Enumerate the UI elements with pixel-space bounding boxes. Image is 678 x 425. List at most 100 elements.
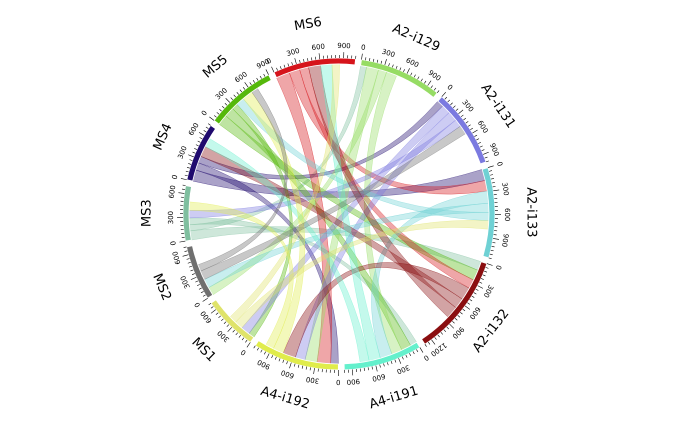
- tick-mark: [450, 102, 453, 106]
- tick-label: 600: [171, 250, 182, 265]
- tick-mark: [185, 170, 189, 173]
- tick-mark: [190, 276, 197, 280]
- tick-mark: [195, 280, 199, 283]
- sector-label-MS1: MS1: [188, 335, 218, 365]
- tick-mark: [490, 174, 494, 176]
- tick-mark: [214, 115, 217, 118]
- sector-label-MS6: MS6: [293, 15, 323, 34]
- tick-label: 300: [500, 182, 510, 196]
- tick-mark: [291, 62, 293, 66]
- sector-track-MS1: [210, 299, 255, 343]
- tick-mark: [449, 323, 455, 329]
- tick-mark: [186, 258, 190, 260]
- tick-mark: [235, 332, 238, 336]
- tick-mark: [417, 76, 420, 80]
- tick-mark: [405, 354, 408, 358]
- tick-mark: [195, 144, 199, 147]
- tick-label: 900: [500, 233, 510, 247]
- tick-label: 300: [460, 98, 475, 113]
- tick-mark: [286, 361, 288, 365]
- tick-mark: [199, 137, 203, 140]
- tick-mark: [416, 349, 419, 353]
- sector-track-MS6: [273, 57, 357, 79]
- tick-mark: [253, 345, 256, 349]
- tick-mark: [246, 342, 251, 348]
- tick-mark: [276, 67, 278, 71]
- tick-mark: [398, 358, 402, 364]
- tick-mark: [198, 132, 205, 136]
- tick-label: 600: [233, 70, 249, 84]
- tick-mark: [208, 123, 211, 126]
- tick-label: 900: [337, 42, 351, 50]
- tick-mark: [489, 253, 493, 256]
- tick-mark: [410, 72, 413, 76]
- tick-label: 600: [476, 119, 490, 135]
- tick-mark: [472, 129, 478, 134]
- sector-track-A2-i132: [421, 261, 488, 345]
- tick-mark: [401, 356, 404, 360]
- tick-label: 0: [336, 378, 341, 386]
- sector-track-A2-i131: [437, 96, 487, 165]
- tick-mark: [430, 85, 433, 89]
- tick-mark: [427, 80, 432, 86]
- sector-label-MS2: MS2: [149, 272, 173, 303]
- tick-label: 600: [468, 305, 482, 321]
- tick-mark: [351, 369, 354, 376]
- tick-label: 300: [381, 48, 396, 60]
- tick-label: 300: [482, 283, 495, 299]
- tick-mark: [383, 363, 385, 367]
- tick-mark: [387, 362, 389, 366]
- tick-mark: [485, 267, 489, 269]
- tick-mark: [457, 315, 461, 318]
- tick-mark: [233, 94, 236, 98]
- tick-mark: [210, 306, 214, 309]
- tick-label: 300: [286, 47, 301, 58]
- tick-mark: [413, 74, 416, 78]
- tick-mark: [187, 262, 191, 264]
- tick-mark: [194, 148, 198, 150]
- sector-track-A2-i129: [360, 59, 438, 99]
- tick-mark: [242, 86, 246, 90]
- tick-mark: [488, 170, 493, 172]
- tick-mark: [452, 320, 455, 324]
- tick-label: 0: [200, 109, 209, 117]
- tick-label: 0: [422, 353, 430, 362]
- tick-mark: [455, 108, 459, 111]
- tick-mark: [287, 63, 290, 67]
- tick-label: 900: [256, 358, 272, 371]
- tick-mark: [486, 263, 493, 266]
- sector-track-MS4: [186, 124, 217, 182]
- tick-mark: [444, 96, 448, 100]
- tick-mark: [380, 60, 383, 64]
- tick-mark: [471, 295, 475, 298]
- tick-mark: [424, 80, 427, 84]
- tick-mark: [279, 66, 282, 70]
- tick-mark: [215, 312, 219, 315]
- tick-mark: [490, 178, 495, 180]
- tick-mark: [484, 270, 488, 273]
- tick-mark: [241, 337, 245, 341]
- tick-mark: [464, 305, 471, 310]
- tick-mark: [271, 355, 274, 359]
- tick-mark: [289, 362, 292, 369]
- tick-mark: [259, 75, 262, 79]
- tick-mark: [467, 302, 470, 305]
- tick-mark: [436, 90, 440, 93]
- tick-mark: [263, 351, 266, 355]
- tick-label: 300: [305, 375, 319, 385]
- tick-mark: [221, 105, 225, 109]
- tick-mark: [210, 309, 216, 314]
- tick-mark: [256, 347, 259, 351]
- tick-mark: [209, 116, 215, 121]
- tick-mark: [384, 59, 387, 65]
- tick-mark: [412, 351, 415, 355]
- tick-mark: [232, 329, 235, 333]
- tick-label: 600: [187, 122, 201, 138]
- tick-mark: [493, 189, 500, 192]
- tick-mark: [189, 159, 193, 161]
- tick-label: 300: [167, 211, 175, 225]
- tick-mark: [454, 318, 458, 321]
- tick-mark: [477, 285, 484, 289]
- tick-mark: [361, 53, 363, 60]
